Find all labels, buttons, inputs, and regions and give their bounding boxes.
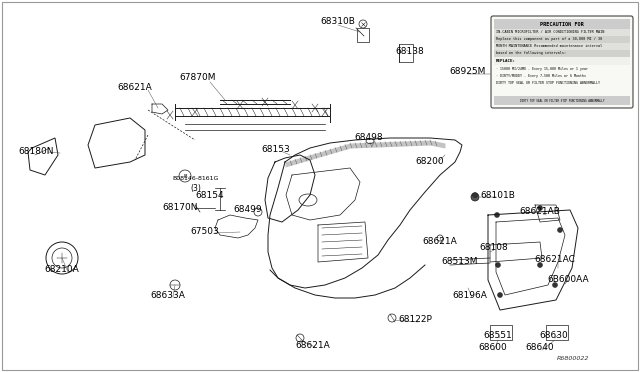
Bar	[490, 325, 512, 340]
Text: 6B600AA: 6B600AA	[547, 276, 589, 285]
Text: 68210A: 68210A	[45, 266, 79, 275]
Text: 68170N: 68170N	[163, 203, 198, 212]
Circle shape	[538, 205, 543, 211]
Bar	[399, 44, 413, 62]
Text: 67503: 67503	[191, 228, 220, 237]
Bar	[494, 57, 630, 65]
Text: 68640: 68640	[525, 343, 554, 353]
Text: 68153: 68153	[262, 145, 291, 154]
Text: 68499: 68499	[234, 205, 262, 215]
Text: REPLACE:: REPLACE:	[496, 59, 516, 63]
Bar	[494, 19, 630, 29]
Bar	[494, 36, 630, 43]
Text: 68108: 68108	[479, 244, 508, 253]
Text: B: B	[183, 173, 187, 179]
Text: 68621A: 68621A	[422, 237, 458, 247]
Circle shape	[472, 192, 477, 198]
Text: 68310B: 68310B	[321, 17, 355, 26]
Circle shape	[495, 212, 499, 218]
Bar	[494, 29, 630, 36]
Text: DIRTY TOP SEAL OR FILTER STOP FUNCTIONING ABNORMALLY: DIRTY TOP SEAL OR FILTER STOP FUNCTIONIN…	[496, 81, 600, 85]
Text: based on the following intervals:: based on the following intervals:	[496, 51, 566, 55]
Bar	[494, 50, 630, 57]
Text: 68498: 68498	[355, 134, 383, 142]
Text: 68633A: 68633A	[150, 291, 186, 299]
Text: 68621AC: 68621AC	[534, 256, 575, 264]
Text: · DIRTY/MUDDY - Every 7,500 Miles or 6 Months: · DIRTY/MUDDY - Every 7,500 Miles or 6 M…	[496, 74, 586, 78]
Text: 68600: 68600	[479, 343, 508, 353]
Circle shape	[557, 228, 563, 232]
Text: Replace this component as part of a 30,000 MI / 30: Replace this component as part of a 30,0…	[496, 37, 602, 41]
Text: 68621AB: 68621AB	[520, 208, 561, 217]
Text: · 15000 MI/24MO - Every 15,000 Miles or 1 year: · 15000 MI/24MO - Every 15,000 Miles or …	[496, 67, 588, 71]
Circle shape	[538, 263, 543, 267]
Text: 68180N: 68180N	[19, 148, 54, 157]
Circle shape	[471, 193, 479, 201]
Text: 68621A: 68621A	[118, 83, 152, 93]
Text: MONTH MAINTENANCE Recommended maintenance interval: MONTH MAINTENANCE Recommended maintenanc…	[496, 44, 602, 48]
Text: 68122P: 68122P	[398, 315, 432, 324]
Text: 68630: 68630	[540, 331, 568, 340]
Bar	[494, 43, 630, 50]
Text: (3): (3)	[191, 183, 202, 192]
Text: 68101B: 68101B	[481, 190, 515, 199]
Text: B08146-8161G: B08146-8161G	[173, 176, 219, 180]
Circle shape	[552, 282, 557, 288]
Bar	[357, 28, 369, 42]
Text: 68138: 68138	[396, 48, 424, 57]
Bar	[494, 96, 630, 105]
Text: 68154: 68154	[196, 192, 224, 201]
FancyBboxPatch shape	[491, 16, 633, 108]
Text: 68925M: 68925M	[450, 67, 486, 77]
Text: DIRTY TOP SEAL OR FILTER STOP FUNCTIONING ABNORMALLY: DIRTY TOP SEAL OR FILTER STOP FUNCTIONIN…	[520, 99, 604, 103]
Circle shape	[495, 263, 500, 267]
Circle shape	[497, 292, 502, 298]
Text: IN-CABIN MICROFILTER / AIR CONDITIONING FILTER MAIN: IN-CABIN MICROFILTER / AIR CONDITIONING …	[496, 30, 604, 34]
Bar	[546, 325, 568, 340]
Text: R6800022: R6800022	[557, 356, 589, 360]
Text: 68513M: 68513M	[442, 257, 478, 266]
Text: 68621A: 68621A	[296, 340, 330, 350]
Text: 68551: 68551	[484, 331, 513, 340]
Text: 68196A: 68196A	[452, 291, 488, 299]
Text: PRECAUTION FOR: PRECAUTION FOR	[540, 22, 584, 26]
Text: 67870M: 67870M	[180, 74, 216, 83]
Text: 68200: 68200	[416, 157, 444, 167]
